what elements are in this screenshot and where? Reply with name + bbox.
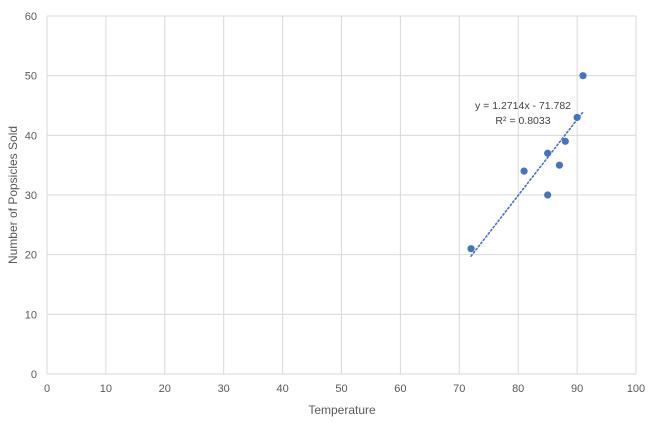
data-point	[544, 149, 552, 157]
y-tick-label: 20	[25, 250, 37, 262]
y-tick-label: 0	[31, 369, 37, 381]
y-tick-label: 10	[25, 309, 37, 321]
x-tick-label: 10	[100, 383, 112, 395]
y-axis-tick-labels: 0 10 20 30 40 50 60	[25, 11, 37, 381]
y-tick-label: 60	[25, 11, 37, 23]
trendline-equation: y = 1.2714x - 71.782	[475, 100, 571, 112]
x-tick-label: 50	[335, 383, 347, 395]
x-tick-label: 30	[218, 383, 230, 395]
y-tick-label: 50	[25, 71, 37, 83]
data-point	[573, 113, 581, 122]
y-tick-label: 30	[25, 190, 37, 202]
x-tick-label: 70	[453, 383, 465, 395]
x-tick-label: 100	[627, 383, 645, 395]
x-tick-label: 80	[512, 383, 524, 395]
data-point	[561, 137, 569, 145]
x-tick-label: 40	[276, 383, 288, 395]
gridlines	[46, 15, 637, 375]
x-tick-label: 0	[44, 383, 50, 395]
trendline-layer	[470, 111, 584, 257]
trendline	[470, 111, 584, 257]
y-tick-label: 40	[25, 130, 37, 142]
data-point	[520, 167, 528, 175]
y-axis-title: Number of Popsicles Sold	[6, 126, 20, 264]
data-points	[467, 72, 587, 253]
trendline-r-squared: R² = 0.8033	[495, 115, 550, 127]
x-tick-label: 90	[571, 383, 583, 395]
data-point	[579, 72, 587, 80]
x-tick-label: 20	[159, 383, 171, 395]
x-axis-title: Temperature	[308, 403, 376, 417]
x-tick-label: 60	[394, 383, 406, 395]
data-point	[555, 161, 564, 169]
x-axis-tick-labels: 0 10 20 30 40 50 60 70 80 90 100	[44, 383, 645, 395]
data-point	[544, 191, 552, 199]
data-point	[467, 245, 475, 253]
